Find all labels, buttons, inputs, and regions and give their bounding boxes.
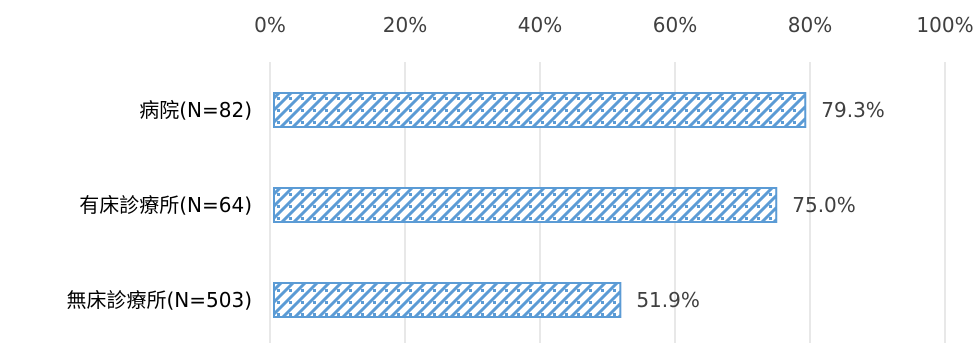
x-axis-ticks: 0% 20% 40% 60% 80% 100%: [254, 13, 973, 37]
category-label: 有床診療所(N=64): [79, 193, 252, 217]
x-tick-label: 0%: [254, 13, 286, 37]
data-label: 75.0%: [792, 193, 856, 217]
category-labels: 病院(N=82) 有床診療所(N=64) 無床診療所(N=503): [67, 98, 253, 312]
x-tick-label: 20%: [383, 13, 427, 37]
bar: [273, 187, 778, 223]
bar: [273, 282, 622, 318]
x-tick-label: 40%: [518, 13, 562, 37]
x-tick-label: 60%: [653, 13, 697, 37]
category-label: 無床診療所(N=503): [67, 288, 253, 312]
data-labels: 79.3% 75.0% 51.9%: [636, 98, 884, 312]
x-tick-label: 80%: [788, 13, 832, 37]
bar: [273, 92, 807, 128]
data-label: 79.3%: [821, 98, 885, 122]
category-label: 病院(N=82): [139, 98, 252, 122]
x-tick-label: 100%: [916, 13, 973, 37]
bars: [273, 92, 807, 318]
data-label: 51.9%: [636, 288, 700, 312]
